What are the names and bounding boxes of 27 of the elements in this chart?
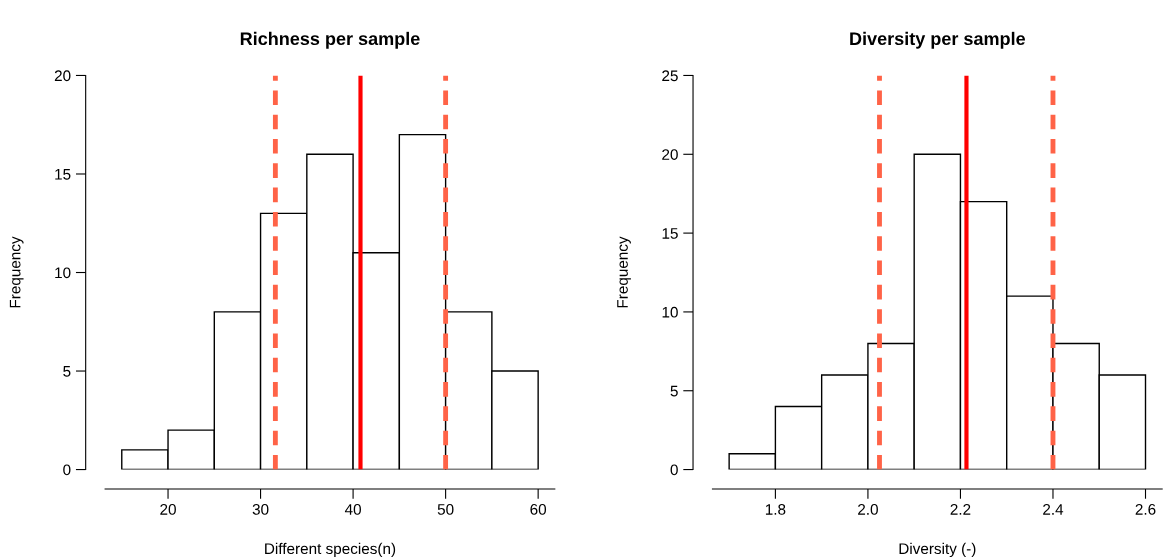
x-tick-label: 50 — [437, 503, 454, 515]
y-tick-label: 15 — [662, 228, 678, 239]
y-axis-title: Frequency — [617, 236, 631, 308]
y-tick-label: 0 — [63, 464, 71, 476]
y-tick-label: 5 — [670, 385, 678, 397]
x-tick-label: 60 — [530, 503, 547, 515]
x-tick-label: 1.8 — [765, 503, 786, 515]
x-axis-title: Different species(n) — [265, 542, 396, 558]
y-tick-label: 20 — [662, 149, 678, 160]
y-axis-title: Frequency — [9, 236, 24, 308]
x-axis-title: Diversity (-) — [899, 542, 976, 558]
x-tick-label: 40 — [344, 503, 361, 515]
y-tick-label: 0 — [670, 464, 678, 476]
chart-title: Richness per sample — [240, 31, 420, 49]
x-tick-label: 2.4 — [1043, 503, 1064, 515]
y-tick-label: 10 — [55, 267, 71, 279]
x-tick-label: 30 — [252, 503, 269, 515]
x-tick-label: 2.0 — [858, 503, 878, 515]
x-tick-label: 2.2 — [950, 503, 971, 515]
x-tick-label: 2.6 — [1135, 503, 1156, 515]
chart-title: Diversity per sample — [850, 31, 1026, 49]
y-tick-label: 5 — [63, 366, 71, 377]
x-tick-label: 20 — [160, 503, 176, 515]
y-tick-label: 20 — [54, 70, 71, 82]
y-tick-label: 25 — [662, 70, 678, 82]
y-tick-label: 10 — [662, 306, 678, 318]
y-tick-label: 15 — [55, 169, 71, 180]
